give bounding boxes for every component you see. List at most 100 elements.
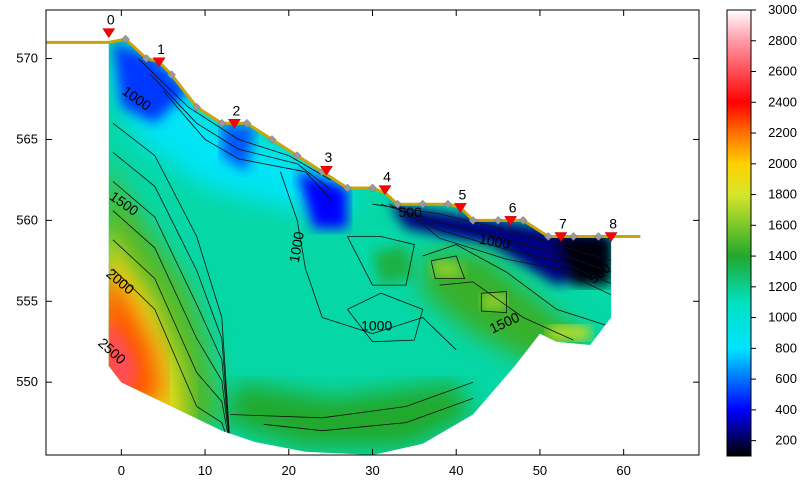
shot-label: 4 bbox=[383, 169, 391, 185]
x-tick-label: 0 bbox=[118, 463, 125, 478]
geophone-marker bbox=[594, 232, 603, 241]
contour-line bbox=[137, 58, 331, 181]
x-tick-label: 50 bbox=[533, 463, 547, 478]
y-axis: 550 555 560 565 570 bbox=[16, 51, 699, 389]
velocity-blob bbox=[431, 260, 465, 277]
contour-line bbox=[112, 122, 231, 447]
colorbar-tick-label: 1400 bbox=[768, 248, 797, 263]
contour-line bbox=[112, 210, 231, 447]
geophone-marker bbox=[292, 151, 302, 160]
x-tick-label: 60 bbox=[616, 463, 630, 478]
contour-line bbox=[162, 90, 331, 200]
colorbar-tick-label: 2400 bbox=[768, 94, 797, 109]
shot-label: 0 bbox=[107, 12, 115, 28]
shot-marker bbox=[319, 165, 333, 176]
geophone-marker bbox=[518, 216, 528, 225]
shot-label: 6 bbox=[509, 199, 517, 215]
contour-lines bbox=[112, 58, 612, 448]
colorbar-tick-label: 2000 bbox=[768, 156, 797, 171]
geophone-marker bbox=[217, 118, 227, 128]
velocity-blob bbox=[113, 42, 189, 124]
geophone-marker bbox=[468, 216, 478, 225]
geophone-markers bbox=[121, 34, 603, 241]
geophone-marker bbox=[493, 216, 503, 225]
contour-line bbox=[347, 236, 415, 286]
contour-line bbox=[280, 171, 457, 351]
contour-label: 1000 bbox=[478, 231, 512, 252]
y-tick-label: 560 bbox=[16, 212, 38, 227]
x-tick-label: 40 bbox=[449, 463, 463, 478]
geophone-marker bbox=[121, 34, 130, 44]
contour-line bbox=[439, 281, 574, 341]
geophone-marker bbox=[443, 199, 453, 209]
velocity-field bbox=[46, 37, 641, 455]
contour-line bbox=[230, 381, 474, 419]
colorbar-tick-label: 600 bbox=[775, 371, 797, 386]
shot-marker bbox=[227, 119, 241, 129]
shot-label: 5 bbox=[459, 186, 467, 202]
velocity-blob bbox=[389, 204, 607, 286]
contour-label: 500 bbox=[398, 204, 422, 220]
contour-line bbox=[422, 244, 608, 326]
contour-line bbox=[112, 268, 231, 448]
colorbar-tick-label: 800 bbox=[775, 340, 797, 355]
geophone-marker bbox=[543, 232, 553, 241]
shot-marker bbox=[604, 232, 618, 242]
contour-line bbox=[380, 203, 612, 273]
x-axis: 0 10 20 30 40 50 60 bbox=[118, 10, 631, 478]
y-tick-label: 565 bbox=[16, 131, 38, 146]
velocity-blob bbox=[372, 244, 415, 286]
geophone-marker bbox=[142, 54, 151, 63]
shot-label: 3 bbox=[325, 149, 333, 165]
contour-line bbox=[480, 291, 507, 314]
geophone-marker bbox=[418, 199, 428, 209]
geophone-marker bbox=[393, 199, 402, 209]
x-tick-label: 20 bbox=[282, 463, 296, 478]
shot-marker bbox=[152, 57, 166, 68]
contour-line bbox=[372, 203, 612, 262]
colorbar-tick-label: 1200 bbox=[768, 279, 797, 294]
shot-label: 1 bbox=[157, 41, 165, 57]
colorbar-tick-label: 1800 bbox=[768, 187, 797, 202]
velocity-blob bbox=[297, 171, 348, 229]
shot-marker bbox=[102, 28, 116, 39]
contour-line bbox=[347, 292, 424, 343]
geophone-marker bbox=[242, 118, 252, 128]
y-tick-label: 555 bbox=[16, 293, 38, 308]
contour-line bbox=[112, 152, 231, 447]
colorbar-tick-label: 1600 bbox=[768, 217, 797, 232]
x-tick-label: 30 bbox=[365, 463, 379, 478]
contour-line bbox=[389, 203, 612, 284]
shot-markers: 0 1 2 3 4 5 6 7 8 bbox=[102, 12, 618, 242]
velocity-blob bbox=[221, 123, 256, 172]
contour-line bbox=[112, 239, 231, 447]
shot-marker bbox=[504, 216, 518, 226]
velocity-blob bbox=[481, 293, 507, 310]
colorbar: 200 400 600 800 1000 1200 1400 1600 1800 2000 2200… bbox=[726, 2, 797, 457]
colorbar-tick-label: 2600 bbox=[768, 64, 797, 79]
shot-label: 2 bbox=[232, 102, 240, 118]
y-tick-label: 550 bbox=[16, 374, 38, 389]
colorbar-tick-label: 2800 bbox=[768, 33, 797, 48]
x-tick-label: 10 bbox=[198, 463, 212, 478]
geophone-marker bbox=[343, 183, 352, 193]
shot-marker bbox=[554, 232, 568, 242]
colorbar-tick-label: 400 bbox=[775, 402, 797, 417]
contour-line bbox=[263, 398, 474, 432]
contour-line bbox=[430, 255, 466, 279]
contour-line bbox=[397, 203, 612, 296]
colorbar-tick-label: 3000 bbox=[768, 2, 797, 17]
contour-label: 1000 bbox=[286, 230, 307, 264]
colorbar-ticks: 200 400 600 800 1000 1200 1400 1600 1800 2000 2200… bbox=[751, 2, 797, 448]
shot-label: 7 bbox=[559, 216, 567, 232]
shot-marker bbox=[378, 185, 392, 196]
colorbar-tick-label: 200 bbox=[775, 433, 797, 448]
geophone-marker bbox=[167, 70, 176, 80]
geophone-marker bbox=[267, 135, 277, 144]
shot-marker bbox=[453, 203, 467, 213]
geophone-marker bbox=[368, 183, 377, 193]
colorbar-tick-label: 2200 bbox=[768, 125, 797, 140]
colorbar-gradient bbox=[726, 9, 752, 457]
velocity-blob bbox=[548, 325, 591, 341]
